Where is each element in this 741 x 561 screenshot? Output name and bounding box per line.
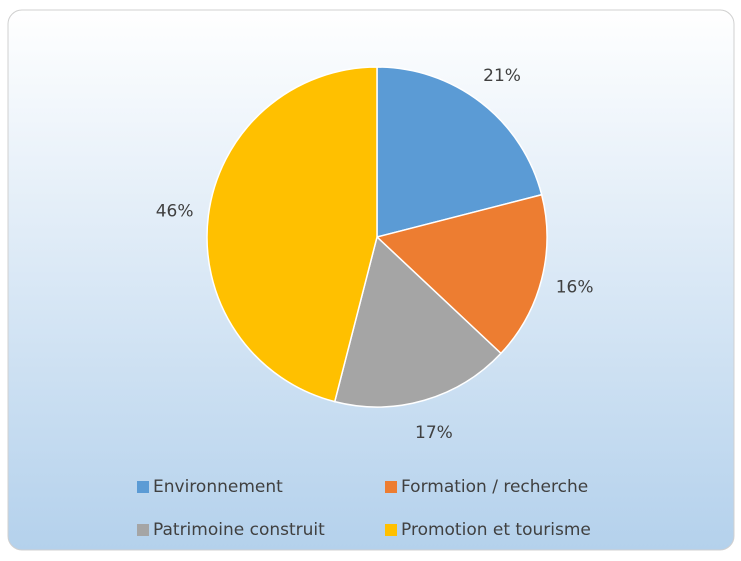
legend-swatch [385,524,397,536]
legend-label: Promotion et tourisme [401,520,591,540]
data-label: 16% [556,278,594,298]
legend-label: Environnement [153,477,283,497]
pie-slice [376,66,543,238]
legend-label: Formation / recherche [401,477,588,497]
pie-slice [206,66,378,403]
legend-label: Patrimoine construit [153,520,325,540]
pie-slice [333,235,502,408]
data-label: 17% [415,423,453,443]
pie-slice [375,193,548,355]
legend-swatch [137,524,149,536]
data-label: 46% [156,201,194,221]
data-label: 21% [483,66,521,86]
legend-swatch [385,481,397,493]
legend-swatch [137,481,149,493]
